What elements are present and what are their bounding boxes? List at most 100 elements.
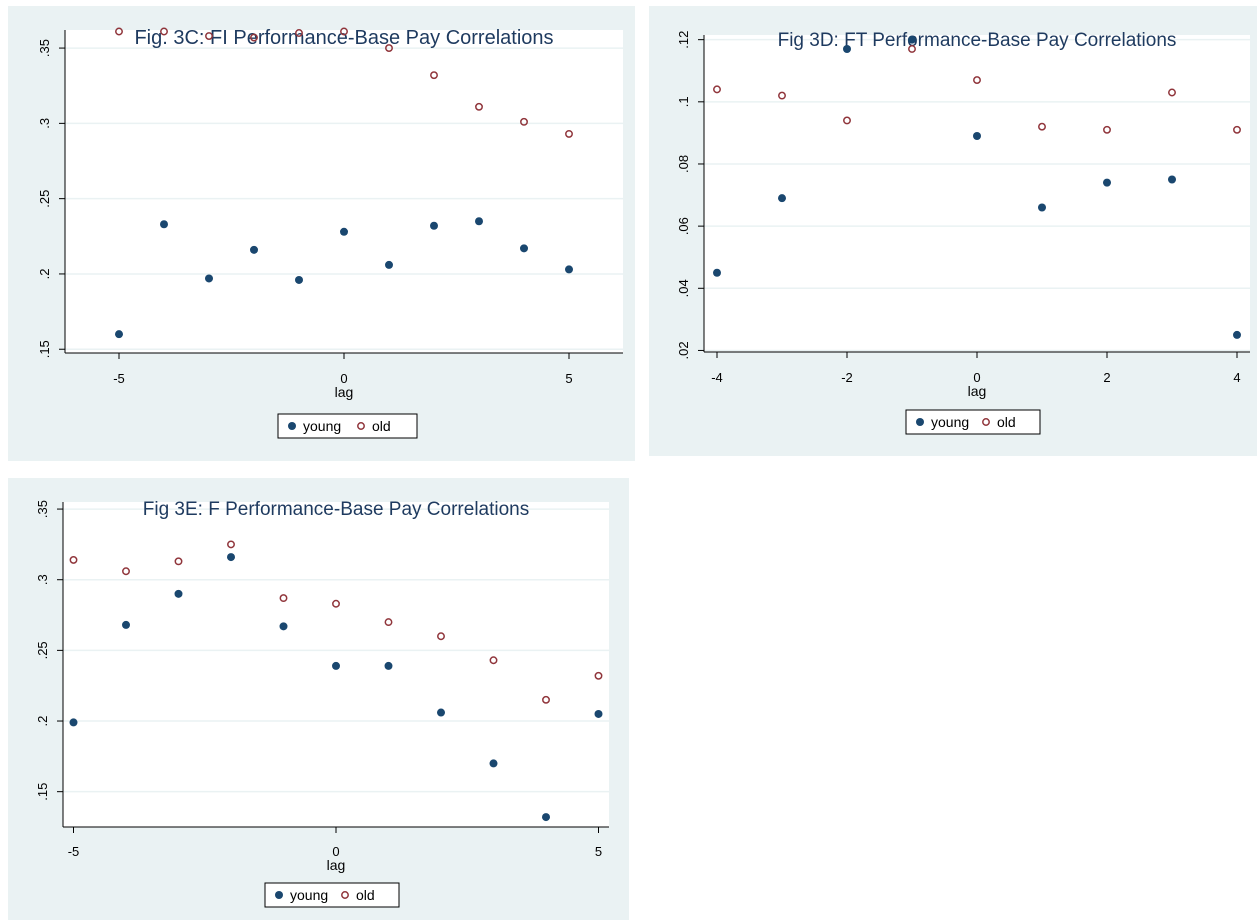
chart-3e-svg: Fig 3E: F Performance-Base Pay Correlati… [35,499,609,908]
point-3c-young-6 [385,260,393,269]
legend-label-old-3c: old [372,418,391,434]
point-3d-young-5 [1038,203,1046,212]
point-3d-young-8 [1233,330,1241,339]
point-3d-old-0 [713,85,721,94]
y-tick-label-3c-0: .15 [37,340,52,358]
plot-area-3c [65,30,623,353]
y-tick-label-3e-3: .3 [35,574,50,585]
x-tick-label-3d-2: 0 [973,370,980,385]
point-3d-young-2 [843,44,851,53]
legend-marker-young-3c [288,422,296,430]
point-3e-old-8 [489,656,498,665]
legend-label-old-3e: old [356,887,375,903]
legend-label-old-3d: old [997,414,1016,430]
point-3e-old-4 [279,594,288,603]
point-3d-old-4 [973,76,981,85]
point-3c-young-10 [565,265,573,274]
x-tick-label-3d-3: 2 [1103,370,1110,385]
point-3d-old-3 [908,45,916,53]
point-3c-young-0 [115,330,123,339]
chart-panel-3d: Fig 3D: FT Performance-Base Pay Correlat… [649,6,1257,456]
x-tick-label-3e-1: 0 [332,844,339,859]
x-tick-label-3e-0: -5 [68,844,80,859]
point-3e-old-6 [384,618,393,627]
point-3e-old-5 [332,599,340,608]
chart-panel-3e: Fig 3E: F Performance-Base Pay Correlati… [8,478,629,920]
point-3d-young-1 [778,194,786,203]
legend-label-young-3d: young [931,414,969,430]
y-tick-label-3d-4: .1 [676,96,691,107]
legend-label-young-3c: young [303,418,341,434]
point-3c-young-2 [205,274,213,283]
point-3c-old-6 [385,44,393,53]
y-tick-label-3c-2: .25 [37,190,52,208]
point-3c-old-2 [205,32,213,40]
point-3e-old-10 [594,671,603,680]
chart-3d-svg: Fig 3D: FT Performance-Base Pay Correlat… [676,30,1250,435]
point-3d-young-4 [973,132,981,141]
point-3e-young-4 [279,622,288,631]
point-3d-old-2 [843,116,851,125]
point-3d-young-7 [1168,175,1176,184]
point-3e-old-2 [174,557,183,566]
y-tick-label-3c-3: .3 [37,118,52,129]
legend-marker-young-3d [916,418,924,426]
legend-3d: young old [905,409,1041,435]
legend-label-young-3e: young [290,887,328,903]
legend-3c: young old [277,413,418,439]
point-3e-young-6 [384,661,393,670]
legend-3e: young old [264,882,400,908]
point-3e-young-7 [437,708,445,717]
point-3c-old-10 [565,129,573,138]
legend-marker-old-3d [982,418,990,426]
y-tick-label-3d-1: .04 [676,279,691,297]
point-3c-old-1 [160,27,168,36]
plot-area-3d [704,35,1250,352]
y-tick-label-3c-1: .2 [37,269,52,280]
point-3c-young-3 [250,245,258,254]
chart-3c-svg: Fig. 3C: FI Performance-Base Pay Correla… [37,27,623,439]
point-3e-old-7 [437,632,445,641]
point-3e-old-1 [122,567,130,576]
legend-box-3e [264,882,400,908]
x-tick-label-3c-0: -5 [113,371,125,386]
legend-box-3c [277,413,418,439]
point-3e-young-3 [227,553,235,562]
x-axis-label-3e: lag [327,857,346,873]
point-3c-old-8 [475,102,483,111]
point-3d-young-3 [908,35,916,44]
point-3c-old-3 [250,33,258,42]
x-tick-label-3e-2: 5 [595,844,602,859]
y-tick-label-3d-0: .02 [676,341,691,359]
point-3e-young-8 [489,759,498,768]
point-3d-old-1 [778,91,786,100]
legend-marker-old-3c [357,422,365,430]
point-3e-young-1 [122,620,130,629]
point-3e-young-10 [594,709,603,718]
x-tick-label-3c-2: 5 [565,371,572,386]
y-tick-label-3e-0: .15 [35,783,50,801]
point-3d-old-7 [1168,88,1176,97]
chart-title-3c: Fig. 3C: FI Performance-Base Pay Correla… [134,27,553,49]
y-tick-label-3d-2: .06 [676,217,691,235]
y-tick-label-3e-4: .35 [35,500,50,518]
point-3c-old-5 [340,27,348,36]
x-tick-label-3d-4: 4 [1233,370,1240,385]
point-3d-young-6 [1103,178,1111,187]
x-axis-label-3c: lag [335,384,354,400]
chart-title-3e: Fig 3E: F Performance-Base Pay Correlati… [143,499,530,520]
point-3e-young-2 [174,589,183,598]
point-3c-young-4 [295,275,303,284]
point-3e-young-9 [542,813,550,822]
x-tick-label-3d-0: -4 [711,370,723,385]
point-3e-old-3 [227,540,235,549]
point-3e-young-5 [332,661,340,670]
point-3d-old-8 [1233,125,1241,134]
x-tick-label-3d-1: -2 [841,370,853,385]
point-3c-young-8 [475,217,483,226]
point-3c-old-0 [115,27,123,36]
chart-panel-3c: Fig. 3C: FI Performance-Base Pay Correla… [8,6,635,461]
y-tick-label-3e-1: .2 [35,716,50,727]
y-tick-label-3e-2: .25 [35,641,50,659]
point-3e-old-0 [69,555,78,564]
